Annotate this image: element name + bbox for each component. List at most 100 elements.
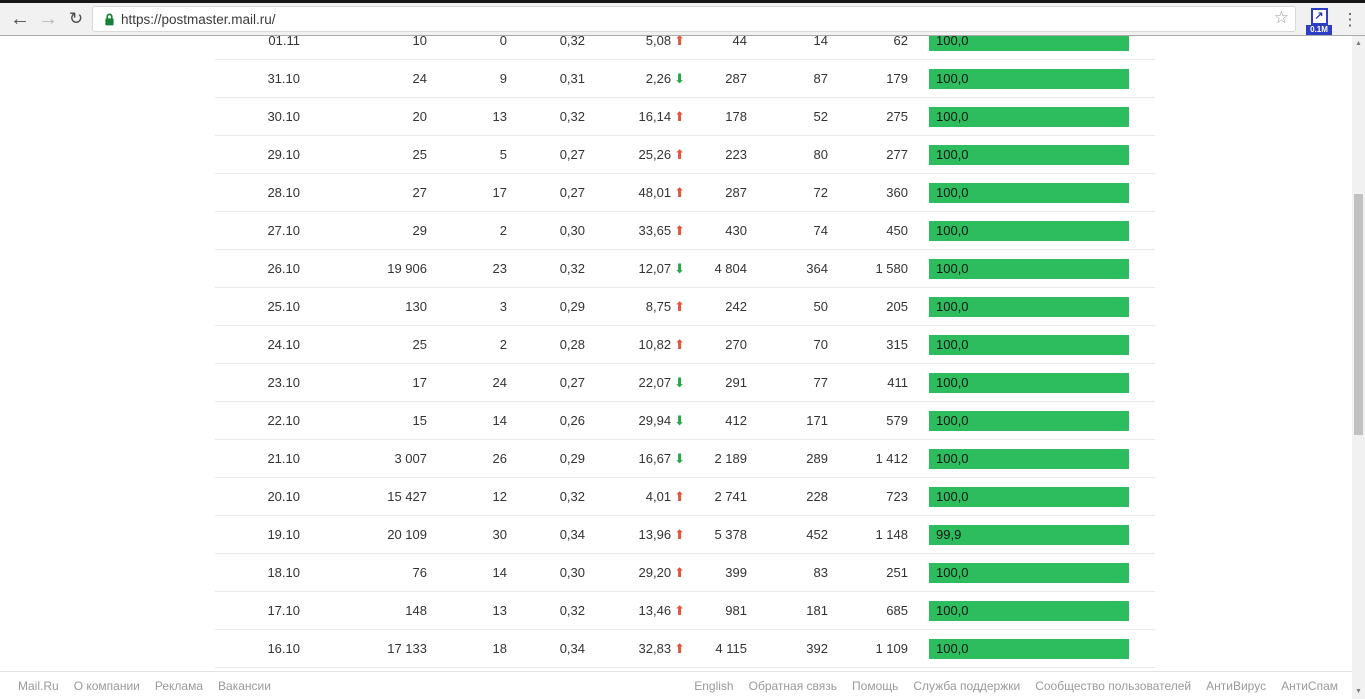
cell-date: 20.10 [267,489,300,504]
cell-value-1: 3 007 [394,451,427,466]
cell-delta: 25,26 ⬆ [585,147,685,162]
cell-value-1: 15 [412,413,427,428]
table-row: 25.10 130 3 0,29 8,75 ⬆ 242 50 205 100,0 [215,288,1155,326]
cell-value-6: 179 [886,71,908,86]
scrollbar[interactable]: ▲ ▼ [1352,36,1365,699]
footer-link-item: Обратная связь [749,677,837,695]
percent-bar-label: 99,9 [936,527,962,542]
scrollbar-thumb[interactable] [1354,194,1363,435]
trend-down-icon: ⬇ [674,71,685,86]
reload-button[interactable]: ↻ [62,3,90,35]
cell-value-2: 23 [492,261,507,276]
footer-link[interactable]: О компании [73,678,140,693]
cell-bar: 100,0 [908,182,1155,203]
table-row: 19.10 20 109 30 0,34 13,96 ⬆ 5 378 452 1 148 99,9 [215,516,1155,554]
trend-up-icon: ⬆ [674,147,685,162]
delta-value: 12,07 [638,261,672,276]
browser-menu-icon[interactable]: ⋮ [1338,5,1362,35]
page-footer: Mail.Ru О компании Реклама Вакансии English… [0,671,1352,699]
footer-link[interactable]: Помощь [852,678,899,693]
footer-link[interactable]: Служба поддержки [913,678,1021,693]
url-input[interactable] [121,7,1261,31]
secure-lock-icon [104,13,115,31]
percent-bar: 100,0 [929,562,1129,583]
footer-left-links: Mail.Ru О компании Реклама Вакансии [18,677,271,695]
stats-table-body: 01.11 10 0 0,32 5,08 ⬆ 44 14 62 100,0 31.10 24 9 0,31… [215,36,1155,668]
footer-link[interactable]: English [694,678,734,693]
footer-link[interactable]: АнтиВирус [1206,678,1267,693]
footer-link[interactable]: АнтиСпам [1281,678,1338,693]
percent-bar-label: 100,0 [936,641,969,656]
table-row: 27.10 29 2 0,30 33,65 ⬆ 430 74 450 100,0 [215,212,1155,250]
cell-value-4: 270 [725,337,747,352]
cell-value-5: 14 [813,36,828,48]
delta-value: 4,01 [645,489,672,504]
footer-link[interactable]: Вакансии [218,678,271,693]
cell-bar: 100,0 [908,638,1155,659]
cell-value-4: 981 [725,603,747,618]
percent-bar-label: 100,0 [936,109,969,124]
table-row: 17.10 148 13 0,32 13,46 ⬆ 981 181 685 100,0 [215,592,1155,630]
cell-delta: 16,67 ⬇ [585,451,685,466]
cell-bar: 100,0 [908,106,1155,127]
footer-link-item: Сообщество пользователей [1035,677,1191,695]
footer-link[interactable]: Mail.Ru [18,678,59,693]
cell-value-5: 392 [806,641,828,656]
cell-value-3: 0,28 [559,337,585,352]
cell-date: 31.10 [267,71,300,86]
footer-link[interactable]: Сообщество пользователей [1035,678,1192,693]
footer-right-links: English Обратная связь Помощь Служба поддер… [694,677,1338,695]
footer-link[interactable]: Обратная связь [748,678,838,693]
cell-value-6: 411 [887,375,908,390]
cell-bar: 100,0 [908,258,1155,279]
footer-link-item: Служба поддержки [913,677,1020,695]
cell-bar: 100,0 [908,410,1155,431]
cell-value-5: 70 [813,337,828,352]
cell-bar: 100,0 [908,600,1155,621]
cell-value-2: 13 [492,603,507,618]
delta-value: 29,20 [638,565,672,580]
cell-value-3: 0,27 [559,147,585,162]
cell-delta: 5,08 ⬆ [585,36,685,48]
back-button[interactable]: ← [6,3,34,35]
cell-date: 21.10 [267,451,300,466]
cell-delta: 12,07 ⬇ [585,261,685,276]
cell-date: 24.10 [267,337,300,352]
cell-value-2: 13 [492,109,507,124]
cell-value-4: 2 741 [714,489,747,504]
cell-delta: 8,75 ⬆ [585,299,685,314]
bookmark-star-icon[interactable]: ☆ [1273,8,1289,27]
cell-value-4: 178 [725,109,747,124]
table-row: 22.10 15 14 0,26 29,94 ⬇ 412 171 579 100,0 [215,402,1155,440]
cell-date: 28.10 [267,185,300,200]
cell-date: 25.10 [267,299,300,314]
trend-up-icon: ⬆ [674,337,685,352]
cell-value-2: 14 [492,565,507,580]
percent-bar-label: 100,0 [936,375,969,390]
cell-value-3: 0,30 [559,565,585,580]
cell-value-6: 1 580 [875,261,908,276]
cell-value-4: 5 378 [714,527,747,542]
cell-value-4: 242 [725,299,747,314]
cell-value-5: 289 [806,451,828,466]
cell-value-3: 0,30 [559,223,585,238]
cell-value-6: 1 148 [875,527,908,542]
address-bar[interactable]: ☆ [92,6,1296,32]
trend-up-icon: ⬆ [674,641,685,656]
extension-button[interactable]: ↗ 0.1M [1306,8,1332,35]
scrollbar-down-icon[interactable]: ▼ [1355,688,1362,695]
cell-value-2: 18 [492,641,507,656]
cell-value-2: 2 [499,337,507,352]
cell-value-2: 2 [499,223,507,238]
percent-bar: 100,0 [929,410,1129,431]
footer-link[interactable]: Реклама [154,678,204,693]
forward-button[interactable]: → [34,3,62,35]
cell-date: 19.10 [267,527,300,542]
percent-bar-label: 100,0 [936,489,969,504]
scrollbar-up-icon[interactable]: ▲ [1355,40,1362,47]
percent-bar: 100,0 [929,372,1129,393]
cell-date: 26.10 [267,261,300,276]
percent-bar-label: 100,0 [936,185,969,200]
delta-value: 2,26 [645,71,672,86]
